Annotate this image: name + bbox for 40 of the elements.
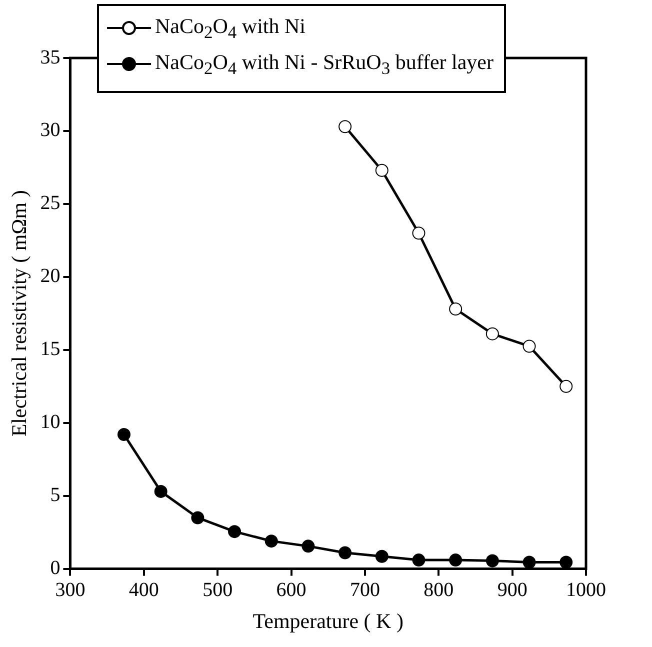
point <box>522 340 536 353</box>
point <box>338 546 352 560</box>
y-tick-label: 35 <box>40 46 60 68</box>
point <box>191 511 204 524</box>
x-tick-label: 300 <box>55 579 86 602</box>
point <box>522 556 536 569</box>
point <box>486 327 499 340</box>
point <box>264 534 278 548</box>
legend-label: NaCo$_{2}$O$_{4}$ with Ni <box>155 13 306 44</box>
y-tick-label: 10 <box>40 411 60 434</box>
y-tick-label: 0 <box>50 557 60 580</box>
point <box>117 428 130 442</box>
point <box>375 550 388 563</box>
x-tick-label: 900 <box>497 579 528 602</box>
point <box>449 554 462 567</box>
point <box>154 484 168 498</box>
x-tick-label: 500 <box>202 579 233 602</box>
point <box>412 226 426 240</box>
x-tick-label: 600 <box>276 579 306 602</box>
y-tick-label: 30 <box>40 119 60 142</box>
y-tick-label: 25 <box>40 192 60 214</box>
point <box>338 120 352 134</box>
point <box>486 554 499 568</box>
point <box>412 554 426 567</box>
y-tick-label: 20 <box>40 265 60 288</box>
point <box>375 164 388 177</box>
x-axis-title: Temperature ( K ) <box>252 608 404 633</box>
point <box>302 540 315 553</box>
x-tick-label: 800 <box>424 579 454 602</box>
legend-label: NaCo$_{2}$O$_{4}$ with Ni - SrRuO$_{3}$ buffer layer <box>155 49 494 80</box>
x-tick-label: 1000 <box>566 579 606 602</box>
y-tick-label: 5 <box>50 484 60 506</box>
point <box>228 525 242 538</box>
y-axis-title: Electrical resistivity ( mΩm ) <box>7 190 32 437</box>
x-tick-label: 400 <box>128 579 159 602</box>
point <box>449 302 462 316</box>
y-tick-label: 15 <box>40 338 60 360</box>
point <box>560 556 573 569</box>
point <box>560 380 573 393</box>
x-tick-label: 700 <box>350 579 380 602</box>
